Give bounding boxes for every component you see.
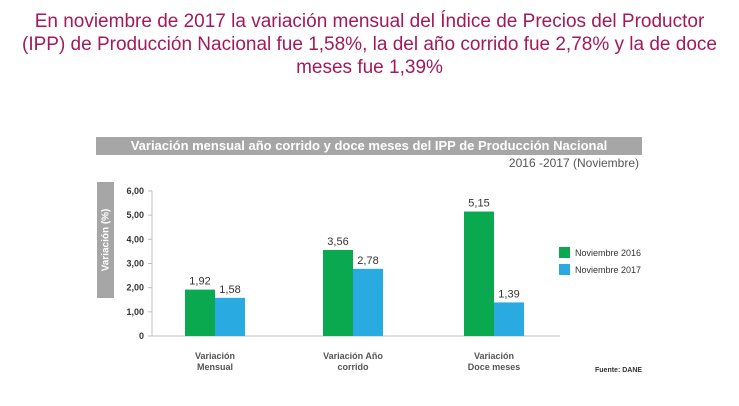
headline: En noviembre de 2017 la variación mensua… xyxy=(0,10,739,79)
chart-title-bar: Variación mensual año corrido y doce mes… xyxy=(96,137,642,155)
bar-2016 xyxy=(185,289,215,336)
x-category-label: Variación Año xyxy=(323,351,383,361)
headline-line-1: En noviembre de 2017 la variación mensua… xyxy=(34,11,705,32)
y-tick-label: 2,00 xyxy=(126,283,144,293)
bar-2017 xyxy=(353,268,383,336)
x-category-label: corrido xyxy=(337,362,369,372)
headline-line-2: (IPP) de Producción Nacional fue 1,58%, … xyxy=(22,34,717,55)
y-tick-label: 6,00 xyxy=(126,186,144,196)
x-category-label: Variación xyxy=(474,351,514,361)
y-tick-label: 1,00 xyxy=(126,307,144,317)
bar-value-label: 2,78 xyxy=(357,255,378,267)
y-tick-label: 0 xyxy=(139,331,144,341)
bar-value-label: 3,56 xyxy=(327,236,348,248)
legend-swatch-2016 xyxy=(559,247,570,258)
bar-2017 xyxy=(494,302,524,336)
x-category-label: Doce meses xyxy=(468,362,521,372)
x-category-label: Mensual xyxy=(197,362,233,372)
legend-item-2017: Noviembre 2017 xyxy=(559,261,641,278)
bar-value-label: 5,15 xyxy=(468,198,489,210)
legend-label-2017: Noviembre 2017 xyxy=(575,264,642,275)
y-tick-label: 5,00 xyxy=(126,210,144,220)
x-category-label: Variación xyxy=(195,351,235,361)
bar-2016 xyxy=(323,249,353,336)
source-note: Fuente: DANE xyxy=(595,367,643,374)
legend-item-2016: Noviembre 2016 xyxy=(559,244,641,261)
bar-2017 xyxy=(215,297,245,336)
y-tick-label: 4,00 xyxy=(126,234,144,244)
legend-label-2016: Noviembre 2016 xyxy=(575,247,642,258)
bar-value-label: 1,39 xyxy=(498,288,519,300)
bar-2016 xyxy=(464,211,494,336)
chart-title: Variación mensual año corrido y doce mes… xyxy=(130,138,608,153)
legend: Noviembre 2016 Noviembre 2017 xyxy=(559,244,641,278)
y-tick-label: 3,00 xyxy=(126,259,144,269)
legend-swatch-2017 xyxy=(559,264,570,275)
y-axis-label-band xyxy=(97,182,114,298)
bar-value-label: 1,58 xyxy=(219,284,240,296)
chart-subtitle: 2016 -2017 (Noviembre) xyxy=(508,156,639,170)
headline-line-3: meses fue 1,39% xyxy=(296,57,443,78)
bar-value-label: 1,92 xyxy=(189,276,210,288)
